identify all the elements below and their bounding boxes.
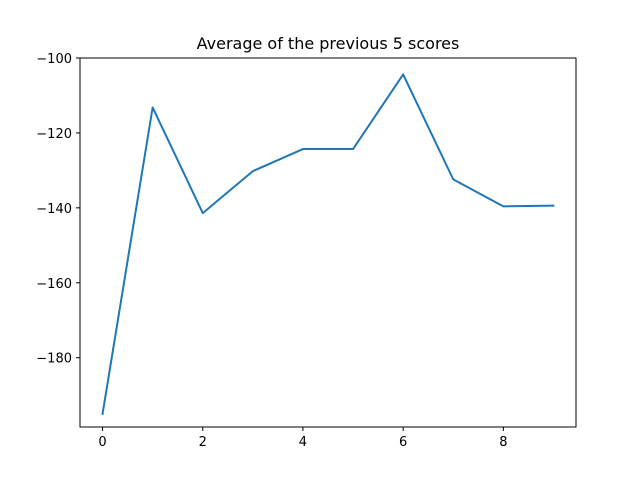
- x-tick-label: 2: [199, 435, 207, 450]
- y-tick-label: −100: [36, 52, 72, 67]
- x-tick-label: 6: [399, 435, 407, 450]
- plot-frame: [79, 57, 577, 428]
- x-tick-label: 0: [98, 435, 106, 450]
- y-tick-label: −180: [36, 352, 72, 367]
- y-tick-label: −160: [36, 277, 72, 292]
- series-layer: [101, 73, 555, 416]
- y-tick-label: −140: [36, 202, 72, 217]
- plot-area: [80, 58, 576, 427]
- y-tick-label: −120: [36, 127, 72, 142]
- series-line-0: [101, 73, 555, 416]
- y-axis: −100 −120 −140 −160 −180: [36, 52, 80, 367]
- x-tick-label: 4: [299, 435, 307, 450]
- x-tick-label: 8: [499, 435, 507, 450]
- chart-title: Average of the previous 5 scores: [197, 34, 460, 53]
- x-axis: 0 2 4 6 8: [98, 427, 507, 450]
